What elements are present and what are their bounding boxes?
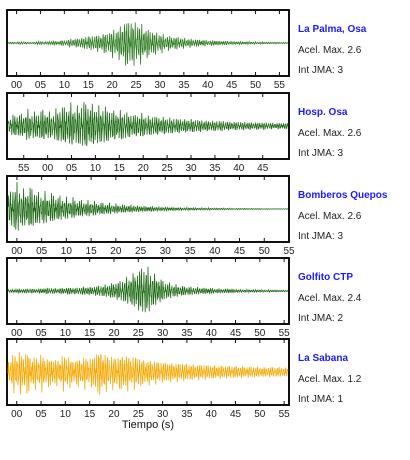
x-tick-label: 00: [11, 80, 23, 91]
x-tick-label: 25: [130, 80, 142, 91]
waveform-line: [7, 266, 289, 313]
x-tick-label: 30: [154, 80, 166, 91]
x-tick-label: 30: [160, 246, 172, 257]
x-tick-label: 10: [90, 163, 102, 174]
accel-label: Acel. Max. 2.6: [298, 45, 362, 56]
x-tick-label: 15: [84, 328, 96, 339]
x-tick-label: 50: [254, 328, 266, 339]
x-tick-label: 40: [202, 80, 214, 91]
panel-frame: [6, 175, 290, 243]
jma-label: Int JMA: 3: [298, 231, 343, 242]
x-tick-label: 15: [114, 163, 126, 174]
waveform-line: [7, 352, 289, 395]
x-tick-label: 50: [254, 409, 266, 420]
jma-label: Int JMA: 3: [298, 148, 343, 159]
panel-5: 00 05 10 15 20 25 30 35 40 45 50 55 La Sabana Acel. M…: [6, 338, 362, 420]
waveform-line: [7, 182, 289, 231]
x-tick-label: 00: [42, 163, 54, 174]
station-name: La Sabana: [298, 353, 348, 364]
x-tick-label: 20: [110, 246, 122, 257]
x-tick-label: 10: [61, 246, 73, 257]
x-tick-label: 00: [11, 328, 23, 339]
station-name: Golfito CTP: [298, 272, 353, 283]
jma-label: Int JMA: 3: [298, 65, 343, 76]
x-tick-label: 40: [209, 246, 221, 257]
x-tick-label: 25: [135, 246, 147, 257]
x-tick-label: 30: [157, 328, 169, 339]
x-tick-label: 25: [133, 409, 145, 420]
station-name: Hosp. Osa: [298, 107, 348, 118]
x-tick-label: 05: [36, 246, 48, 257]
x-tick-label: 15: [84, 409, 96, 420]
station-name: La Palma, Osa: [298, 24, 367, 35]
x-tick-label: 45: [257, 163, 269, 174]
x-tick-label: 55: [283, 246, 295, 257]
x-tick-label: 55: [18, 163, 30, 174]
waveform-line: [7, 22, 289, 66]
x-tick-label: 30: [157, 409, 169, 420]
x-tick-label: 30: [185, 163, 197, 174]
x-tick-label: 45: [234, 246, 246, 257]
x-tick-label: 20: [108, 409, 120, 420]
x-tick-label: 15: [86, 246, 98, 257]
x-tick-label: 20: [138, 163, 150, 174]
accel-label: Acel. Max. 2.6: [298, 128, 362, 139]
accel-label: Acel. Max. 1.2: [298, 374, 362, 385]
panel-frame: [6, 338, 290, 406]
x-tick-label: 00: [11, 409, 23, 420]
x-axis-title: Tiempo (s): [122, 419, 174, 431]
panel-frame: [6, 257, 290, 325]
x-tick-label: 05: [66, 163, 78, 174]
station-name: Bomberos Quepos: [298, 190, 388, 201]
panel-2: 55 00 05 10 15 20 25 30 35 40 45 Hosp. Osa Acel. Max…: [6, 92, 362, 174]
x-tick-label: 05: [35, 409, 47, 420]
x-tick-label: 00: [11, 246, 23, 257]
waveform-line: [7, 102, 289, 147]
x-tick-label: 20: [107, 80, 119, 91]
x-tick-label: 40: [206, 409, 218, 420]
x-tick-label: 35: [178, 80, 190, 91]
x-tick-label: 40: [233, 163, 245, 174]
panel-frame: [6, 92, 290, 160]
x-tick-label: 25: [162, 163, 174, 174]
x-tick-label: 05: [35, 328, 47, 339]
x-tick-label: 50: [259, 246, 271, 257]
x-tick-label: 10: [60, 328, 72, 339]
panel-frame: [6, 9, 290, 77]
accel-label: Acel. Max. 2.6: [298, 211, 362, 222]
x-tick-label: 55: [274, 80, 286, 91]
seismogram-panels: 00 05 10 15 20 25 30 35 40 45 50 55 La Palma, Osa Ace…: [6, 9, 388, 420]
x-tick-label: 25: [133, 328, 145, 339]
x-tick-label: 15: [83, 80, 95, 91]
accel-label: Acel. Max. 2.4: [298, 293, 362, 304]
x-tick-label: 35: [184, 246, 196, 257]
x-tick-label: 35: [209, 163, 221, 174]
x-tick-label: 10: [60, 409, 72, 420]
x-tick-label: 55: [279, 328, 291, 339]
x-tick-label: 05: [35, 80, 47, 91]
panel-1: 00 05 10 15 20 25 30 35 40 45 50 55 La Palma, Osa Ace…: [6, 9, 367, 91]
x-tick-label: 20: [108, 328, 120, 339]
x-tick-label: 45: [230, 409, 242, 420]
x-tick-label: 35: [181, 328, 193, 339]
panel-4: 00 05 10 15 20 25 30 35 40 45 50 55 Golfito CTP Acel.…: [6, 257, 362, 339]
x-tick-label: 10: [59, 80, 71, 91]
x-tick-label: 40: [206, 328, 218, 339]
jma-label: Int JMA: 1: [298, 394, 343, 405]
jma-label: Int JMA: 2: [298, 313, 343, 324]
x-tick-label: 45: [226, 80, 238, 91]
panel-3: 00 05 10 15 20 25 30 35 40 45 50 55 Bomberos Quepos A…: [6, 175, 388, 257]
x-tick-label: 50: [250, 80, 262, 91]
x-tick-label: 35: [181, 409, 193, 420]
x-tick-label: 45: [230, 328, 242, 339]
x-tick-label: 55: [279, 409, 291, 420]
